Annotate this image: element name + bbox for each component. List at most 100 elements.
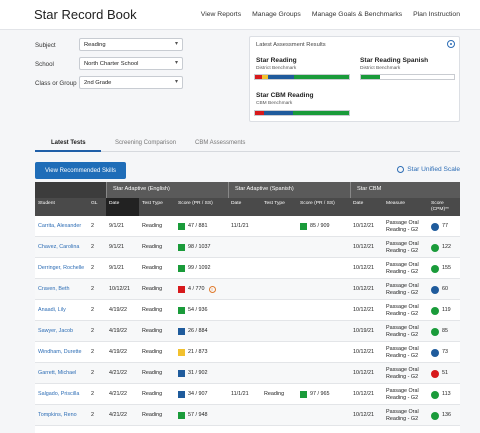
table-row: Derringer, Rochelle 2 9/1/21 Reading 99 / 10… [35, 258, 460, 279]
cell-c-date: 10/12/21 [350, 363, 383, 384]
cell-gl: 2 [88, 363, 106, 384]
tab-bar: Latest Tests Screening Comparison CBM As… [35, 136, 460, 152]
tab-screening-comparison[interactable]: Screening Comparison [115, 140, 177, 146]
cell-measure: Passage Oral Reading - G2 [383, 216, 428, 237]
view-recommended-skills-button[interactable]: View Recommended Skills [35, 162, 126, 179]
benchmark-dot [431, 264, 439, 273]
col-measure[interactable]: Measure [383, 198, 428, 216]
nav-plan-instruction[interactable]: Plan Instruction [413, 11, 460, 18]
cell-date: 4/19/22 [106, 342, 139, 363]
cell-c-date: 10/12/21 [350, 279, 383, 300]
subject-value: Reading [84, 42, 106, 48]
alert-icon[interactable]: ! [208, 286, 216, 293]
student-name-link[interactable]: Chavez, Carolina [38, 244, 80, 251]
cell-s-date [228, 279, 261, 300]
table-row: Salgado, Priscilla 2 4/21/22 Reading 34 / 90… [35, 384, 460, 405]
cell-student[interactable]: Chavez, Carolina [35, 237, 88, 258]
cell-text: 2 [91, 349, 94, 356]
benchmark-swatch [178, 244, 185, 251]
cell-student[interactable]: Garrett, Michael [35, 363, 88, 384]
cell-text: Passage Oral Reading - G2 [386, 409, 419, 422]
class-group-select[interactable]: 2nd Grade ▾ [79, 76, 183, 89]
cell-text: 113 [442, 391, 451, 398]
cell-student[interactable]: Sawyer, Jacob [35, 321, 88, 342]
cell-s-type [261, 258, 297, 279]
cell-c-date: 10/12/21 [350, 216, 383, 237]
cell-text: 85 [442, 328, 448, 335]
nav-manage-groups[interactable]: Manage Groups [252, 11, 301, 18]
cell-text: 85 / 909 [310, 223, 330, 230]
benchmark-swatch [178, 307, 185, 314]
nav-manage-goals[interactable]: Manage Goals & Benchmarks [311, 11, 403, 18]
subject-select[interactable]: Reading ▾ [79, 38, 183, 51]
cell-type: Reading [139, 258, 175, 279]
cell-s-date [228, 300, 261, 321]
student-name-link[interactable]: Tompkins, Reno [38, 412, 77, 419]
cell-text: 10/12/21 [353, 286, 374, 293]
col-date-english[interactable]: Date [106, 198, 139, 216]
cell-text: 54 / 936 [188, 307, 208, 314]
active-tab-indicator [35, 150, 101, 152]
measure-star-cbm-reading-sub: CBM Benchmark [256, 101, 293, 106]
benchmark-swatch [178, 265, 185, 272]
cell-text: 10/12/21 [353, 244, 374, 251]
measure-star-reading-spanish: Star Reading Spanish [360, 57, 429, 64]
cell-student[interactable]: Craven, Beth [35, 279, 88, 300]
cell-text: 98 / 1037 [188, 244, 211, 251]
student-name-link[interactable]: Sawyer, Jacob [38, 328, 74, 335]
student-name-link[interactable]: Craven, Beth [38, 286, 70, 293]
bar-segment-blue [268, 75, 294, 79]
col-gl[interactable]: GL [88, 198, 106, 216]
col-score-cpm[interactable]: Score (CPM)** [428, 198, 460, 216]
student-name-link[interactable]: Anaadi, Lily [38, 307, 66, 314]
col-student[interactable]: Student [35, 198, 88, 216]
cell-cpm: 77 [428, 216, 460, 237]
cell-text: 10/12/21 [109, 286, 130, 293]
cell-student[interactable]: Carrita, Alexander [35, 216, 88, 237]
bar-segment-red [255, 111, 265, 115]
student-name-link[interactable]: Carrita, Alexander [38, 223, 82, 230]
col-test-type-spanish[interactable]: Test Type [261, 198, 297, 216]
benchmark-swatch [178, 328, 185, 335]
cell-student[interactable]: Derringer, Rochelle [35, 258, 88, 279]
cell-s-date [228, 258, 261, 279]
cell-gl: 2 [88, 237, 106, 258]
student-name-link[interactable]: Garrett, Michael [38, 370, 77, 377]
cell-text: Reading [142, 265, 163, 272]
cell-text: 2 [91, 412, 94, 419]
cell-score: 99 / 1092 [175, 258, 228, 279]
cell-gl: 2 [88, 258, 106, 279]
cell-s-type [261, 363, 297, 384]
cell-text: Reading [142, 307, 163, 314]
tab-cbm-assessments[interactable]: CBM Assessments [195, 140, 246, 146]
col-date-cbm[interactable]: Date [350, 198, 383, 216]
student-name-link[interactable]: Salgado, Priscilla [38, 391, 80, 398]
cell-gl: 2 [88, 279, 106, 300]
school-select[interactable]: North Charter School ▾ [79, 57, 183, 70]
bar-segment-green [292, 111, 349, 115]
cell-s-date [228, 342, 261, 363]
col-test-type-english[interactable]: Test Type [139, 198, 175, 216]
col-date-spanish[interactable]: Date [228, 198, 261, 216]
gear-icon[interactable] [447, 40, 455, 48]
cell-student[interactable]: Salgado, Priscilla [35, 384, 88, 405]
cell-measure: Passage Oral Reading - G2 [383, 384, 428, 405]
student-name-link[interactable]: Derringer, Rochelle [38, 265, 85, 272]
col-score-english[interactable]: Score (PR / SS) [175, 198, 228, 216]
col-score-spanish[interactable]: Score (PR / SS) [297, 198, 350, 216]
cell-student[interactable]: Anaadi, Lily [35, 300, 88, 321]
star-unified-scale-link[interactable]: Star Unified Scale [397, 166, 460, 173]
nav-view-reports[interactable]: View Reports [200, 11, 242, 18]
student-name-link[interactable]: Windham, Durette [38, 349, 82, 356]
cell-text: Reading [142, 244, 163, 251]
cell-text: 10/12/21 [353, 223, 374, 230]
cell-gl: 2 [88, 384, 106, 405]
cell-student[interactable]: Tompkins, Reno [35, 405, 88, 426]
measure-star-cbm-reading: Star CBM Reading [256, 92, 314, 99]
tab-latest-tests[interactable]: Latest Tests [51, 140, 86, 146]
cell-s-score [297, 237, 350, 258]
cell-text: 31 / 902 [188, 370, 208, 377]
cell-text: Passage Oral Reading - G2 [386, 241, 419, 254]
cell-student[interactable]: Windham, Durette [35, 342, 88, 363]
cell-date: 9/1/21 [106, 258, 139, 279]
